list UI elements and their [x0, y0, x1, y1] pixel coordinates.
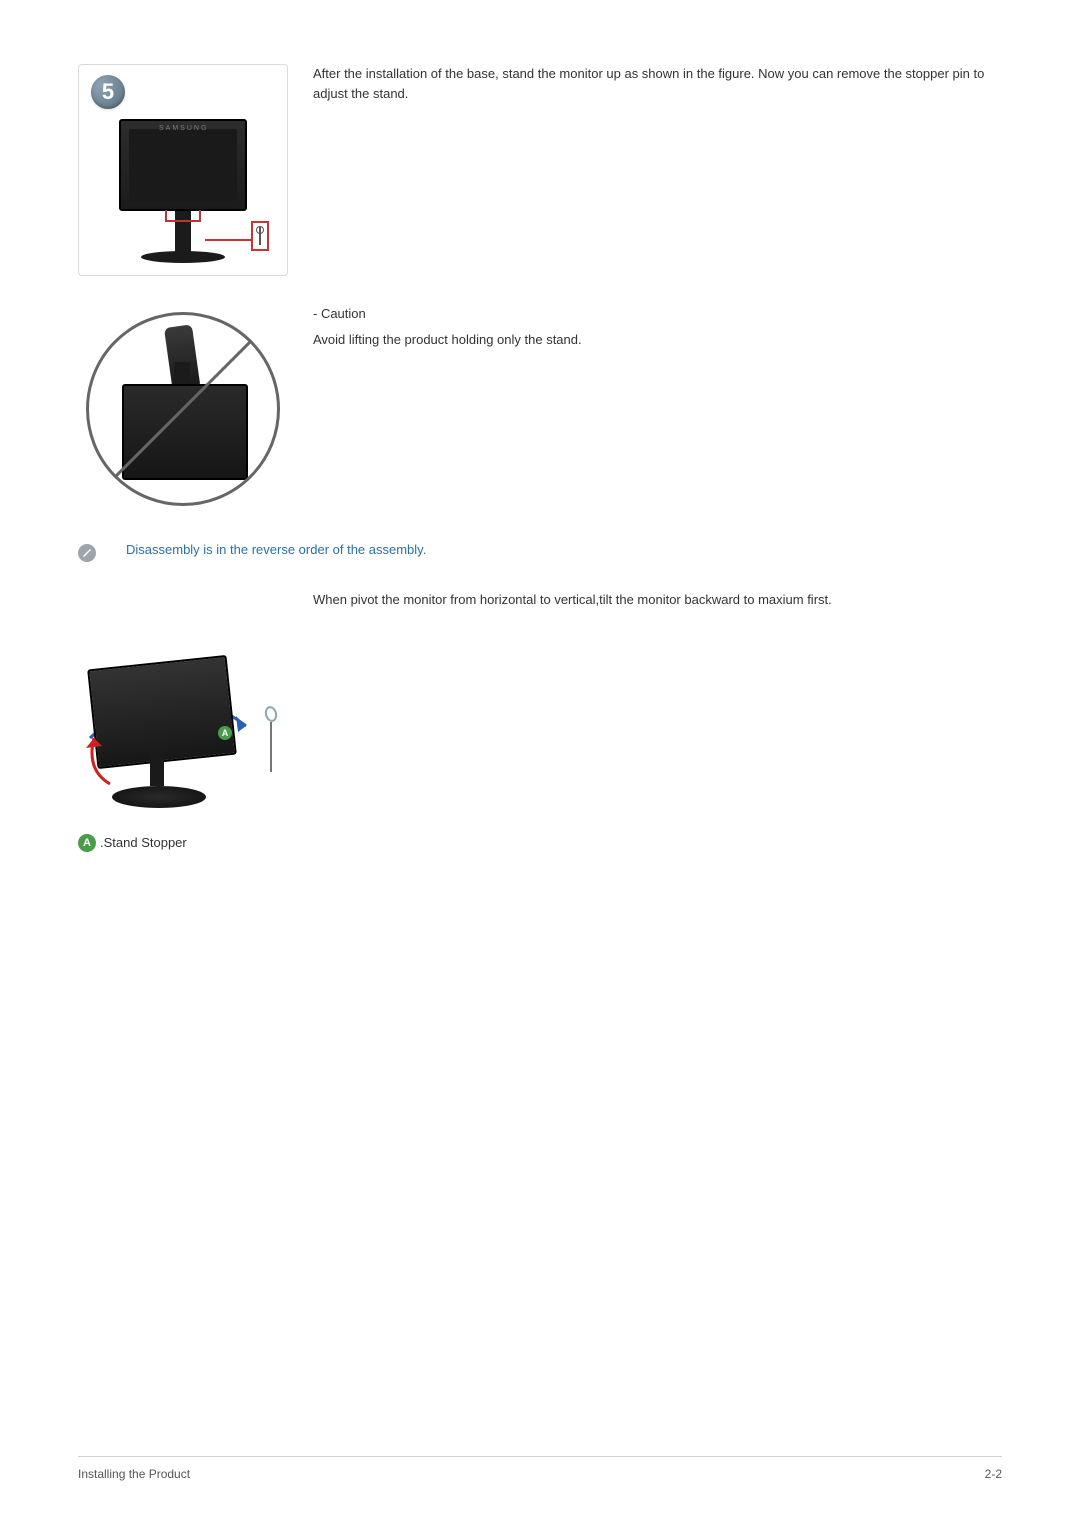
step5-text: After the installation of the base, stan…: [313, 64, 1002, 103]
pivot-row: When pivot the monitor from horizontal t…: [78, 590, 1002, 610]
tilt-arrow-red: [80, 730, 120, 790]
legend-label: Stand Stopper: [104, 835, 187, 850]
monitor-illustration: [119, 119, 247, 211]
prohibition-slash: [86, 312, 280, 506]
footer-page-number: 2-2: [985, 1467, 1002, 1481]
stopper-pin-callout: [251, 221, 269, 251]
caution-text-col: - Caution Avoid lifting the product hold…: [313, 304, 1002, 349]
step5-image-col: 5 SAMSUNG: [78, 64, 313, 276]
legend-badge-a: A: [78, 834, 96, 852]
pivot-stopper-pin: [264, 706, 278, 776]
step5-row: 5 SAMSUNG After the installation of the …: [78, 64, 1002, 276]
note-text: Disassembly is in the reverse order of t…: [126, 542, 426, 557]
caution-image-col: [78, 304, 313, 514]
caution-heading: - Caution: [313, 304, 1002, 324]
step-number-badge: 5: [91, 75, 125, 109]
note-row: Disassembly is in the reverse order of t…: [78, 542, 1002, 562]
step5-figure: 5 SAMSUNG: [78, 64, 288, 276]
page: 5 SAMSUNG After the installation of the …: [0, 0, 1080, 852]
monitor-base: [141, 251, 225, 263]
stand-highlight-bracket: [165, 210, 201, 222]
stopper-pin-leader-line: [205, 239, 251, 241]
monitor-brand-label: SAMSUNG: [159, 125, 208, 132]
footer-section-title: Installing the Product: [78, 1467, 190, 1481]
pivot-figure-row: A A . Stand Stopper: [78, 632, 1002, 852]
pivot-marker-a: A: [218, 726, 232, 740]
caution-row: - Caution Avoid lifting the product hold…: [78, 304, 1002, 514]
page-footer: Installing the Product 2-2: [78, 1456, 1002, 1481]
pivot-figure-col: A A . Stand Stopper: [78, 632, 313, 852]
pivot-base: [112, 786, 206, 808]
pivot-figure: A: [78, 632, 288, 816]
pivot-stand: [150, 752, 164, 786]
caution-text: Avoid lifting the product holding only t…: [313, 330, 1002, 350]
note-icon: [78, 544, 96, 562]
legend-row: A . Stand Stopper: [78, 834, 313, 852]
caution-figure: [78, 304, 288, 514]
pivot-text: When pivot the monitor from horizontal t…: [313, 590, 1002, 610]
